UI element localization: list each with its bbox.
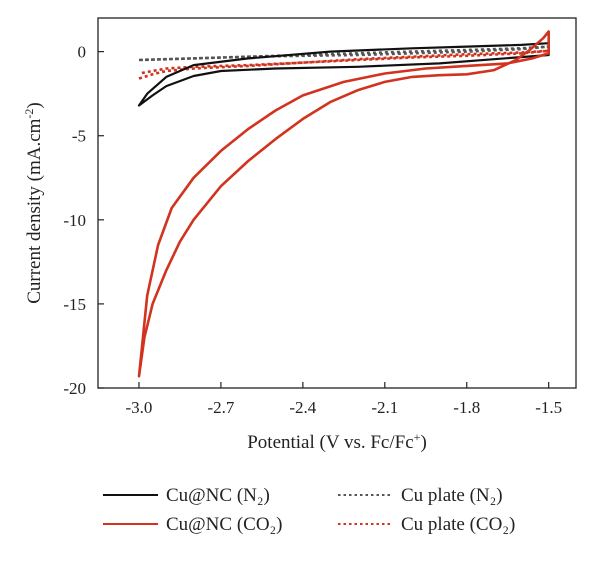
- x-tick-label: -2.1: [371, 398, 398, 417]
- legend-label: Cu@NC (CO₂): [166, 514, 283, 535]
- y-tick-label: -15: [63, 295, 86, 314]
- y-tick-label: -10: [63, 211, 86, 230]
- y-tick-label: -5: [72, 127, 86, 146]
- legend-item: Cu plate (CO₂): [338, 514, 515, 535]
- y-axis-label: Current density (mA.cm-2): [22, 102, 45, 304]
- legend-item: Cu plate (N₂): [338, 485, 503, 506]
- x-tick-label: -3.0: [126, 398, 153, 417]
- y-tick-label: -20: [63, 379, 86, 398]
- plot-frame: [97, 17, 577, 389]
- y-axis-ticks: 0 -5 -10 -15 -20: [63, 43, 104, 398]
- x-tick-label: -1.8: [453, 398, 480, 417]
- legend: Cu@NC (N₂) Cu@NC (CO₂) Cu plate (N₂) Cu …: [103, 485, 515, 535]
- x-axis-ticks: -3.0 -2.7 -2.4 -2.1 -1.8 -1.5: [126, 382, 562, 417]
- x-tick-label: -1.5: [535, 398, 562, 417]
- series-line-cu-plate-co2: [138, 49, 550, 80]
- y-tick-label: 0: [78, 43, 87, 62]
- x-tick-label: -2.7: [207, 398, 234, 417]
- x-tick-label: -2.4: [289, 398, 316, 417]
- legend-item: Cu@NC (CO₂): [103, 514, 283, 535]
- series-line-cu-nc-co2: [137, 30, 550, 378]
- legend-item: Cu@NC (N₂): [103, 485, 270, 506]
- legend-label: Cu plate (CO₂): [401, 514, 515, 535]
- legend-label: Cu plate (N₂): [401, 485, 503, 506]
- legend-label: Cu@NC (N₂): [166, 485, 270, 506]
- x-axis-label: Potential (V vs. Fc/Fc+): [247, 430, 427, 453]
- series-layer: [137, 30, 550, 378]
